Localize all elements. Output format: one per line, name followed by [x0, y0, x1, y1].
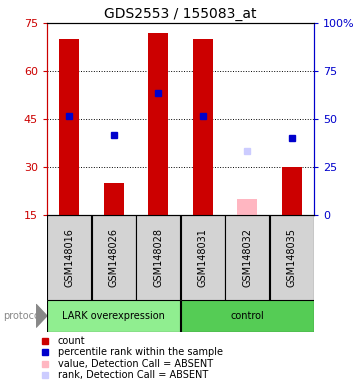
Text: GSM148035: GSM148035	[287, 228, 297, 287]
Bar	[92, 215, 135, 300]
Text: rank, Detection Call = ABSENT: rank, Detection Call = ABSENT	[57, 370, 208, 381]
Text: LARK overexpression: LARK overexpression	[62, 311, 165, 321]
Bar	[47, 300, 180, 332]
Bar	[148, 33, 168, 215]
Text: GSM148026: GSM148026	[109, 228, 119, 287]
Bar	[104, 183, 124, 215]
Text: percentile rank within the sample: percentile rank within the sample	[57, 347, 222, 358]
Text: GSM148032: GSM148032	[242, 228, 252, 287]
Text: GSM148028: GSM148028	[153, 228, 163, 287]
Bar	[193, 39, 213, 215]
Text: count: count	[57, 336, 85, 346]
Bar	[181, 215, 225, 300]
Bar	[59, 39, 79, 215]
Text: value, Detection Call = ABSENT: value, Detection Call = ABSENT	[57, 359, 213, 369]
Bar	[237, 199, 257, 215]
Text: protocol: protocol	[4, 311, 43, 321]
Bar	[270, 215, 314, 300]
Text: GSM148031: GSM148031	[198, 228, 208, 287]
Bar	[47, 215, 91, 300]
Title: GDS2553 / 155083_at: GDS2553 / 155083_at	[104, 7, 257, 21]
Polygon shape	[36, 304, 47, 327]
Text: control: control	[230, 311, 264, 321]
Bar	[226, 215, 269, 300]
Bar	[136, 215, 180, 300]
Text: GSM148016: GSM148016	[64, 228, 74, 287]
Bar	[282, 167, 302, 215]
Bar	[181, 300, 314, 332]
